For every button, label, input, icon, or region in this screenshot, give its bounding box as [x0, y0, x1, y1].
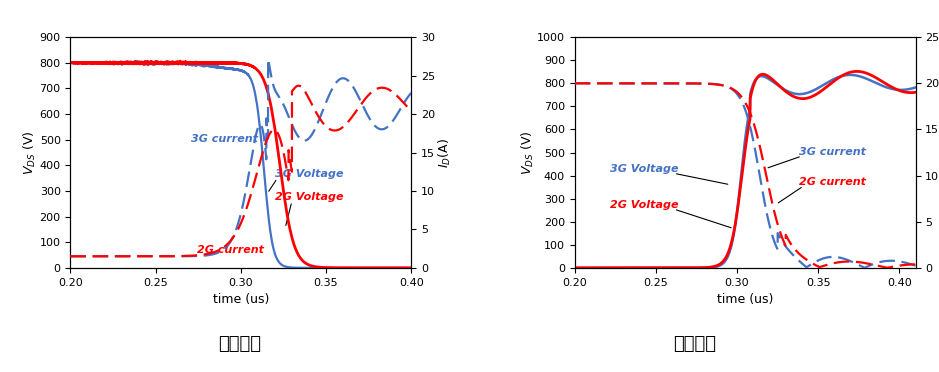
Text: 3G Voltage: 3G Voltage	[275, 169, 344, 179]
Text: 2G Voltage: 2G Voltage	[275, 192, 344, 202]
X-axis label: time (us): time (us)	[717, 293, 774, 306]
Text: 导通波形: 导通波形	[218, 335, 261, 353]
Y-axis label: $V_{DS}$ (V): $V_{DS}$ (V)	[23, 130, 38, 175]
Text: 2G current: 2G current	[799, 177, 866, 187]
Y-axis label: $I_D$(A): $I_D$(A)	[437, 138, 453, 167]
Text: 2G current: 2G current	[196, 245, 264, 255]
Text: 3G Voltage: 3G Voltage	[610, 164, 679, 174]
Text: 3G current: 3G current	[192, 134, 258, 144]
Text: 3G current: 3G current	[799, 147, 866, 157]
Y-axis label: $V_{DS}$ (V): $V_{DS}$ (V)	[519, 130, 535, 175]
X-axis label: time (us): time (us)	[212, 293, 269, 306]
Text: 关断波形: 关断波形	[673, 335, 716, 353]
Text: 2G Voltage: 2G Voltage	[610, 200, 679, 210]
